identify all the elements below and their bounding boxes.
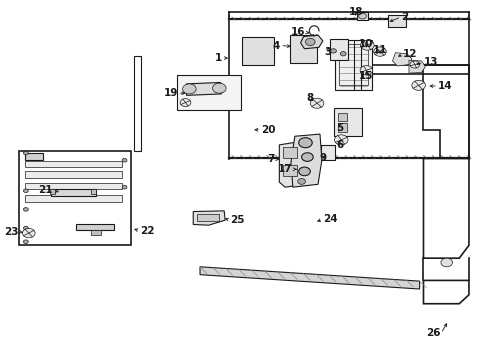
Circle shape bbox=[440, 258, 451, 267]
Circle shape bbox=[359, 66, 372, 75]
Circle shape bbox=[301, 153, 312, 161]
Bar bbox=[329, 40, 347, 59]
Text: 4: 4 bbox=[272, 41, 280, 50]
Circle shape bbox=[122, 185, 127, 189]
Text: 5: 5 bbox=[336, 123, 343, 133]
Text: 6: 6 bbox=[336, 140, 343, 150]
Text: 23: 23 bbox=[3, 227, 18, 237]
Text: 15: 15 bbox=[358, 71, 373, 81]
Bar bbox=[90, 189, 95, 194]
Bar bbox=[90, 230, 101, 235]
Circle shape bbox=[23, 189, 28, 193]
Bar bbox=[177, 75, 240, 110]
Bar bbox=[338, 123, 346, 132]
Polygon shape bbox=[200, 267, 419, 289]
Polygon shape bbox=[279, 140, 309, 187]
Circle shape bbox=[180, 99, 190, 107]
Bar bbox=[76, 224, 114, 230]
Circle shape bbox=[122, 158, 127, 162]
Circle shape bbox=[330, 49, 336, 53]
Text: 2: 2 bbox=[401, 12, 407, 22]
Circle shape bbox=[373, 47, 386, 56]
Text: 17: 17 bbox=[278, 164, 292, 174]
Text: 3: 3 bbox=[324, 46, 331, 57]
Circle shape bbox=[305, 39, 314, 45]
Text: 1: 1 bbox=[215, 53, 222, 63]
Bar bbox=[387, 15, 405, 27]
Bar bbox=[25, 161, 122, 167]
Circle shape bbox=[411, 80, 425, 90]
Circle shape bbox=[23, 151, 28, 155]
Polygon shape bbox=[392, 53, 411, 66]
Text: 16: 16 bbox=[290, 27, 305, 37]
Polygon shape bbox=[300, 35, 322, 49]
Text: 9: 9 bbox=[319, 153, 326, 163]
Polygon shape bbox=[335, 40, 371, 90]
Bar bbox=[50, 189, 55, 194]
Text: 11: 11 bbox=[372, 45, 386, 55]
Text: 7: 7 bbox=[266, 154, 274, 164]
Bar bbox=[338, 113, 346, 121]
Text: 22: 22 bbox=[140, 226, 154, 236]
Text: 10: 10 bbox=[358, 39, 373, 49]
Bar bbox=[134, 56, 141, 150]
Circle shape bbox=[23, 208, 28, 211]
Bar bbox=[25, 183, 122, 189]
Text: 26: 26 bbox=[426, 328, 440, 338]
Circle shape bbox=[182, 84, 196, 94]
Polygon shape bbox=[193, 211, 224, 225]
Bar bbox=[25, 153, 43, 160]
Circle shape bbox=[310, 98, 323, 108]
Text: 18: 18 bbox=[348, 7, 362, 17]
Circle shape bbox=[360, 40, 373, 50]
Polygon shape bbox=[241, 37, 273, 64]
Circle shape bbox=[23, 226, 28, 230]
Bar bbox=[283, 147, 296, 158]
Text: 21: 21 bbox=[39, 185, 53, 195]
Circle shape bbox=[297, 179, 305, 184]
Bar bbox=[25, 195, 122, 202]
Text: 19: 19 bbox=[163, 88, 178, 98]
Text: 14: 14 bbox=[437, 81, 452, 91]
Polygon shape bbox=[186, 82, 223, 95]
Circle shape bbox=[334, 135, 347, 145]
Bar bbox=[197, 214, 219, 221]
Text: 24: 24 bbox=[322, 215, 337, 224]
Bar bbox=[25, 171, 122, 178]
Circle shape bbox=[298, 138, 312, 148]
Circle shape bbox=[298, 167, 310, 176]
Text: 8: 8 bbox=[306, 93, 313, 103]
Circle shape bbox=[23, 240, 28, 243]
Circle shape bbox=[212, 83, 225, 93]
Circle shape bbox=[340, 51, 346, 56]
Circle shape bbox=[358, 13, 366, 19]
Text: 25: 25 bbox=[229, 215, 244, 225]
Bar bbox=[334, 108, 361, 135]
Bar bbox=[283, 165, 296, 176]
Polygon shape bbox=[289, 35, 316, 63]
Circle shape bbox=[22, 228, 35, 238]
Text: 12: 12 bbox=[402, 49, 417, 59]
Text: 20: 20 bbox=[261, 125, 275, 135]
Bar bbox=[356, 12, 367, 20]
Polygon shape bbox=[290, 134, 321, 187]
Circle shape bbox=[409, 61, 419, 68]
Polygon shape bbox=[408, 60, 425, 73]
Bar bbox=[320, 145, 335, 160]
Text: 13: 13 bbox=[423, 57, 437, 67]
Bar bbox=[51, 189, 95, 196]
